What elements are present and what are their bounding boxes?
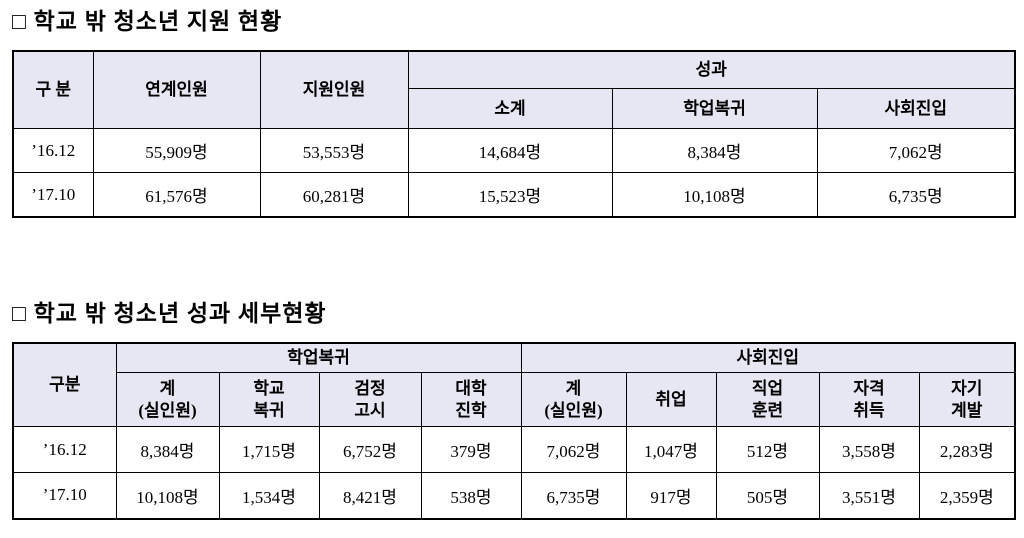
header-gubun: 구분 <box>12 342 117 427</box>
cell-sr-ged: 6,752명 <box>318 426 422 473</box>
header-se-vocational: 직업 훈련 <box>715 372 820 427</box>
header-sr-school: 학교 복귀 <box>218 372 320 427</box>
support-status-table-head: 구 분 연계인원 지원인원 성과 소계 학업복귀 사회진입 <box>12 50 1016 130</box>
header-row: 구분 학업복귀 사회진입 <box>12 342 1016 427</box>
cell-supported: 60,281명 <box>259 172 409 218</box>
cell-sr-college: 538명 <box>420 472 522 519</box>
cell-school-return: 8,384명 <box>611 128 818 174</box>
row-label: ’16.12 <box>12 128 94 174</box>
cell-subtotal: 14,684명 <box>407 128 613 174</box>
table-row: ’17.10 61,576명 60,281명 15,523명 10,108명 6… <box>12 172 1016 218</box>
header-sr-total: 계 (실인원) <box>115 372 220 427</box>
cell-sr-total: 10,108명 <box>115 472 220 519</box>
cell-supported: 53,553명 <box>259 128 409 174</box>
header-row: 계 (실인원) 학교 복귀 검정 고시 대학 진학 계 (실인원) 취업 직업 … <box>13 372 1016 427</box>
cell-linked: 55,909명 <box>92 128 261 174</box>
outcome-detail-table: 구분 학업복귀 사회진입 계 (실인원) 학교 복귀 검정 고시 대학 진학 계… <box>12 341 1017 520</box>
section2-title: □ 학교 밖 청소년 성과 세부현황 <box>12 300 327 326</box>
row-label: ’17.10 <box>12 172 94 218</box>
table-row: ’17.10 10,108명 1,534명 8,421명 538명 6,735명… <box>12 472 1016 519</box>
cell-se-vocational: 512명 <box>715 426 820 473</box>
cell-social-entry: 6,735명 <box>816 172 1016 218</box>
cell-sr-total: 8,384명 <box>115 426 220 473</box>
header-outcome-group: 성과 <box>407 50 1016 90</box>
outcome-detail-table-body: ’16.12 8,384명 1,715명 6,752명 379명 7,062명 … <box>12 426 1016 519</box>
header-se-selfdev: 자기 계발 <box>918 372 1016 427</box>
header-linked-count: 연계인원 <box>92 50 261 130</box>
cell-se-total: 7,062명 <box>520 426 627 473</box>
cell-linked: 61,576명 <box>92 172 261 218</box>
table-row: ’16.12 8,384명 1,715명 6,752명 379명 7,062명 … <box>12 426 1016 473</box>
header-supported-count: 지원인원 <box>259 50 409 130</box>
row-label: ’16.12 <box>12 426 117 473</box>
cell-sr-ged: 8,421명 <box>318 472 422 519</box>
header-social-entry-group: 사회진입 <box>520 342 1016 373</box>
cell-se-total: 6,735명 <box>520 472 627 519</box>
cell-se-vocational: 505명 <box>715 472 820 519</box>
cell-se-employment: 917명 <box>625 472 717 519</box>
outcome-detail-table-head: 구분 학업복귀 사회진입 계 (실인원) 학교 복귀 검정 고시 대학 진학 계… <box>12 342 1016 427</box>
header-school-return-group: 학업복귀 <box>115 342 522 373</box>
section1-title: □ 학교 밖 청소년 지원 현황 <box>12 9 283 34</box>
cell-sr-school: 1,534명 <box>218 472 320 519</box>
header-subtotal: 소계 <box>407 88 613 130</box>
header-se-total: 계 (실인원) <box>520 372 627 427</box>
cell-sr-college: 379명 <box>420 426 522 473</box>
header-se-employment: 취업 <box>625 372 717 427</box>
cell-se-employment: 1,047명 <box>625 426 717 473</box>
header-school-return: 학업복귀 <box>611 88 818 130</box>
cell-se-selfdev: 2,283명 <box>918 426 1016 473</box>
header-row: 구 분 연계인원 지원인원 성과 <box>12 50 1016 130</box>
cell-school-return: 10,108명 <box>611 172 818 218</box>
header-row: 소계 학업복귀 사회진입 <box>13 88 1016 130</box>
header-sr-college: 대학 진학 <box>420 372 522 427</box>
cell-se-license: 3,558명 <box>818 426 920 473</box>
cell-subtotal: 15,523명 <box>407 172 613 218</box>
row-label: ’17.10 <box>12 472 117 519</box>
header-gubun: 구 분 <box>12 50 94 130</box>
cell-se-selfdev: 2,359명 <box>918 472 1016 519</box>
header-social-entry: 사회진입 <box>816 88 1016 130</box>
support-status-table-body: ’16.12 55,909명 53,553명 14,684명 8,384명 7,… <box>12 128 1016 218</box>
header-sr-ged: 검정 고시 <box>318 372 422 427</box>
table-row: ’16.12 55,909명 53,553명 14,684명 8,384명 7,… <box>12 128 1016 174</box>
support-status-table: 구 분 연계인원 지원인원 성과 소계 학업복귀 사회진입 ’16.12 55,… <box>12 49 1016 218</box>
cell-se-license: 3,551명 <box>818 472 920 519</box>
header-se-license: 자격 취득 <box>818 372 920 427</box>
cell-social-entry: 7,062명 <box>816 128 1016 174</box>
cell-sr-school: 1,715명 <box>218 426 320 473</box>
